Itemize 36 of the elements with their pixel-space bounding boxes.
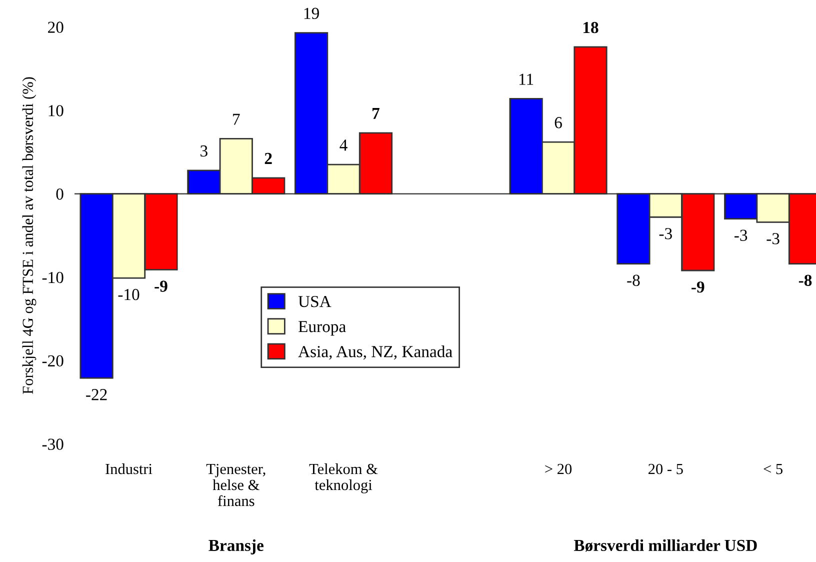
data-label: 11 xyxy=(520,74,534,85)
y-tick-label: -20 xyxy=(42,355,64,367)
x-tick-label: Tjenester, helse & finans xyxy=(206,464,266,506)
data-label: -22 xyxy=(86,389,107,400)
y-tick-label: -30 xyxy=(42,438,64,450)
data-label: 7 xyxy=(372,108,380,119)
text: Børsverdi milliarder USD xyxy=(574,539,757,552)
data-label: 19 xyxy=(304,8,319,20)
data-label: -3 xyxy=(734,230,748,241)
legend-label: USA xyxy=(298,296,332,308)
data-label: 3 xyxy=(200,145,208,157)
data-label: -3 xyxy=(766,233,780,244)
x-tick-label: > 20 xyxy=(545,464,572,474)
x-tick-label: < 5 xyxy=(764,464,782,474)
data-label: -10 xyxy=(118,288,140,300)
data-label: -8 xyxy=(627,274,640,286)
y-tick-label: 20 xyxy=(48,22,64,33)
y-tick-label: 10 xyxy=(48,105,64,116)
text: Bransje xyxy=(208,539,264,554)
legend-label: Europa xyxy=(298,321,346,336)
data-label: -9 xyxy=(692,281,704,293)
y-tick-label: -10 xyxy=(42,272,64,284)
data-label: -8 xyxy=(798,274,812,286)
legend-label: Asia, Aus, NZ, Kanada xyxy=(298,346,452,360)
data-label: 2 xyxy=(264,152,272,164)
x-tick-label: Industri xyxy=(106,463,152,474)
data-label: -9 xyxy=(154,280,168,292)
data-label: 6 xyxy=(554,117,562,128)
data-label: 18 xyxy=(584,22,598,34)
x-tick-label: 20 - 5 xyxy=(648,464,683,474)
data-label: 4 xyxy=(340,140,348,151)
y-axis-title: Forskjell 4G og FTSE i andel av total børsverdi (%) xyxy=(22,77,36,394)
data-label: 7 xyxy=(233,114,240,125)
x-tick-label: Telekom & teknologi xyxy=(309,463,378,494)
y-tick-label: 0 xyxy=(56,188,64,200)
data-label: -3 xyxy=(659,228,672,240)
